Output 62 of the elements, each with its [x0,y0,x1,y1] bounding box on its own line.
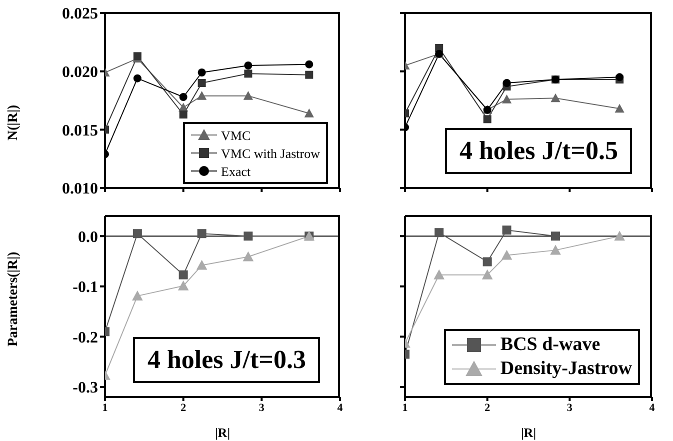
point [483,115,492,124]
point [132,229,142,238]
y-tick-label: 0.0 [78,228,98,246]
point [614,230,625,241]
y-tick-label: 0.010 [62,180,98,198]
point [502,79,511,87]
x-tick-label: 4 [649,402,656,414]
point [502,226,512,235]
point [133,74,142,82]
x-axis-title: |R| [214,425,230,440]
point [244,70,252,78]
legend-label: VMC [221,126,251,144]
point [501,250,512,260]
point [616,73,624,82]
point [550,93,560,102]
y-tick-label: 0.025 [62,6,98,23]
y-tick-label: 0.020 [62,64,98,82]
point [242,251,254,262]
annotation: 4 holes J/t=0.3 [133,337,320,383]
x-tick-label: 4 [337,402,344,414]
x-tick-label: 2 [484,402,491,414]
x-tick-label: 3 [566,402,573,414]
point [550,244,561,255]
x-axis-title: |R| [520,425,536,440]
point [434,228,444,238]
point [482,269,493,280]
y-tick-label: 0.015 [62,122,98,140]
point [305,70,314,79]
x-tick-label: 1 [102,402,108,414]
x-tick-label: 3 [258,402,265,414]
annotation: 4 holes J/t=0.5 [445,128,632,174]
y-tick-label: -0.1 [72,279,98,296]
x-tick-label: 1 [402,402,408,414]
y-tick-label: -0.2 [72,329,98,346]
point [614,104,624,113]
point [132,290,143,300]
y-tick-label: -0.3 [72,380,98,397]
point [196,260,208,270]
point [482,257,492,266]
point [179,93,188,101]
legend-label: VMC with Jastrow [221,144,320,162]
legend-label: Density-Jastrow [500,357,632,381]
point [244,62,252,70]
point [551,232,560,241]
legend-label: Exact [221,162,251,180]
point [502,94,512,104]
point [305,60,314,68]
point [198,79,206,87]
point [243,91,253,100]
point [197,229,206,238]
point [434,269,444,280]
point [178,280,189,290]
point [244,232,253,241]
point [198,68,206,76]
point [197,91,207,100]
point [179,110,188,118]
point [304,108,314,118]
y-axis-title: N(|R|) [6,104,21,140]
point [178,270,188,280]
x-tick-label: 2 [180,402,187,414]
y-axis-title: Parameters(|R|) [6,251,21,346]
legend-label: BCS d-wave [500,333,600,357]
